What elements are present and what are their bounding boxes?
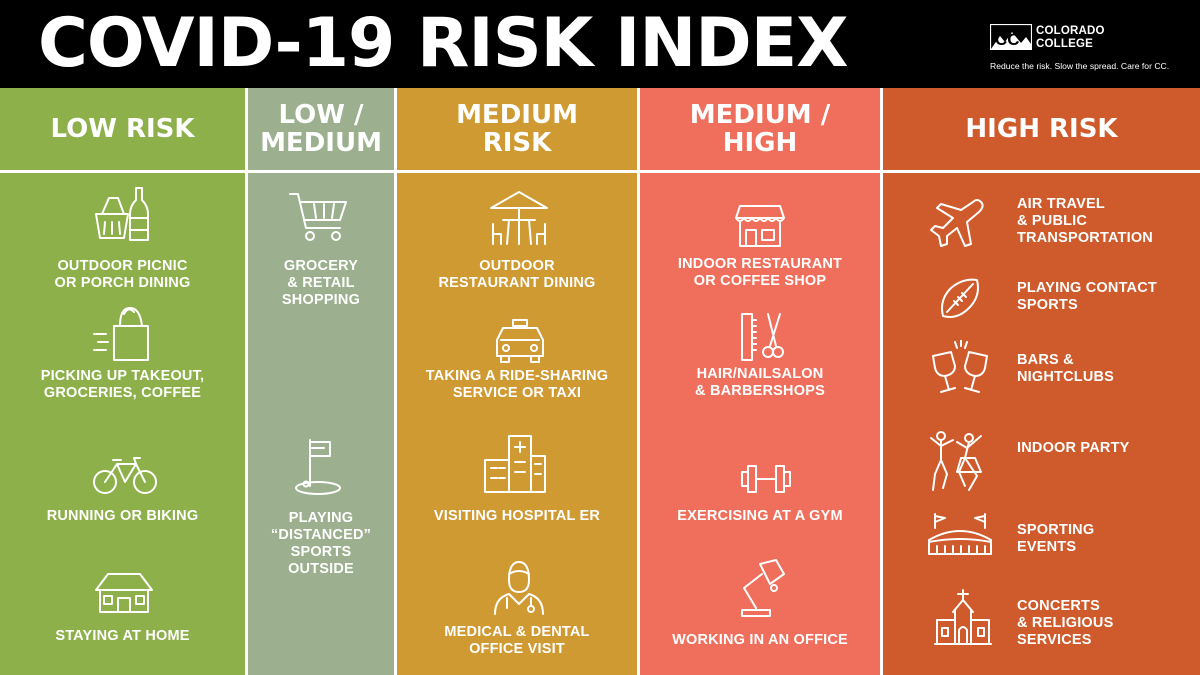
activity-item: PICKING UP TAKEOUT, GROCERIES, COFFEE [0, 302, 245, 402]
colorado-college-logo: CC [990, 24, 1032, 50]
comb-scissors-icon [738, 312, 786, 364]
house-icon [92, 572, 156, 614]
doctor-icon [491, 558, 547, 616]
dumbbell-icon [740, 462, 792, 496]
activity-label: TAKING A RIDE-SHARING SERVICE OR TAXI [425, 368, 609, 401]
svg-text:CC: CC [995, 30, 1020, 49]
taxi-icon [493, 318, 547, 364]
activity-item: WORKING IN AN OFFICE [640, 558, 880, 648]
activity-item: BARS & NIGHTCLUBS [883, 340, 1200, 400]
activity-label: OUTDOOR PICNIC OR PORCH DINING [54, 258, 191, 291]
activity-item: VISITING HOSPITAL ER [397, 434, 637, 524]
shopping-cart-icon [288, 192, 350, 242]
activity-item: SPORTING EVENTS [883, 512, 1200, 572]
patio-umbrella-table-icon [487, 188, 551, 246]
activity-item: STAYING AT HOME [0, 572, 245, 652]
activity-label: EXERCISING AT A GYM [677, 508, 843, 524]
activity-item: RUNNING OR BIKING [0, 456, 245, 528]
column-high-risk: HIGH RISK AIR TRAVEL & PUBLIC TRANSPORTA… [883, 88, 1200, 675]
activity-item: OUTDOOR RESTAURANT DINING [397, 188, 637, 298]
activity-item: PLAYING “DISTANCED” SPORTS OUTSIDE [248, 438, 394, 588]
column-separator [245, 88, 248, 675]
airplane-icon [929, 198, 987, 248]
football-icon [937, 276, 981, 322]
heading-divider [640, 170, 880, 173]
bicycle-icon [92, 456, 158, 496]
grocery-bag-icon [92, 304, 152, 362]
activity-label: INDOOR RESTAURANT OR COFFEE SHOP [677, 256, 843, 289]
hospital-icon [483, 434, 547, 494]
activity-label: CONCERTS & RELIGIOUS SERVICES [1017, 598, 1114, 648]
column-heading: MEDIUM RISK [456, 100, 578, 158]
heading-divider [397, 170, 637, 173]
column-separator [637, 88, 640, 675]
activity-label: PICKING UP TAKEOUT, GROCERIES, COFFEE [40, 368, 205, 401]
column-heading: LOW RISK [50, 114, 195, 144]
activity-label: PLAYING “DISTANCED” SPORTS OUTSIDE [270, 510, 372, 577]
activity-label: HAIR/NAILSALON & BARBERSHOPS [695, 366, 825, 399]
activity-label: SPORTING EVENTS [1017, 522, 1095, 555]
activity-label: STAYING AT HOME [55, 628, 190, 644]
column-low-medium-risk: LOW / MEDIUM GROCERY & RETAIL SHOPPING [248, 88, 394, 675]
page-title: COVID-19 RISK INDEX [38, 4, 849, 83]
header-bar: COVID-19 RISK INDEX CC COLORADO COLLEGE … [0, 0, 1200, 88]
activity-label: BARS & NIGHTCLUBS [1017, 352, 1115, 385]
activity-label: INDOOR PARTY [1017, 440, 1130, 456]
activity-item: INDOOR PARTY [883, 428, 1200, 494]
activity-label: MEDICAL & DENTAL OFFICE VISIT [444, 624, 590, 657]
heading-divider [0, 170, 245, 173]
activity-item: OUTDOOR PICNIC OR PORCH DINING [0, 184, 245, 294]
column-separator [394, 88, 397, 675]
column-separator [880, 88, 883, 675]
activity-item: PLAYING CONTACT SPORTS [883, 276, 1200, 326]
activity-item: CONCERTS & RELIGIOUS SERVICES [883, 588, 1200, 654]
activity-item: INDOOR RESTAURANT OR COFFEE SHOP [640, 204, 880, 294]
activity-item: MEDICAL & DENTAL OFFICE VISIT [397, 558, 637, 668]
desk-lamp-icon [736, 558, 788, 618]
activity-item: GROCERY & RETAIL SHOPPING [248, 192, 394, 322]
activity-label: WORKING IN AN OFFICE [672, 632, 848, 648]
activity-label: RUNNING OR BIKING [46, 508, 199, 524]
heading-divider [883, 170, 1200, 173]
activity-label: GROCERY & RETAIL SHOPPING [281, 258, 361, 308]
activity-item: TAKING A RIDE-SHARING SERVICE OR TAXI [397, 318, 637, 408]
brand-block: CC COLORADO COLLEGE Reduce the risk. Slo… [990, 24, 1190, 80]
activity-item: EXERCISING AT A GYM [640, 462, 880, 532]
cheers-glasses-icon [929, 340, 991, 394]
activity-label: AIR TRAVEL & PUBLIC TRANSPORTATION [1017, 196, 1153, 246]
heading-divider [248, 170, 394, 173]
activity-item: HAIR/NAILSALON & BARBERSHOPS [640, 312, 880, 404]
activity-label: PLAYING CONTACT SPORTS [1017, 280, 1157, 313]
stadium-icon [927, 512, 993, 558]
activity-label: VISITING HOSPITAL ER [433, 508, 601, 524]
column-medium-risk: MEDIUM RISK OUTDOOR RESTAURANT DINING [397, 88, 637, 675]
storefront-icon [734, 204, 786, 248]
column-low-risk: LOW RISK OUTDOOR PICNIC OR PORCH DINING [0, 88, 245, 675]
activity-item: AIR TRAVEL & PUBLIC TRANSPORTATION [883, 194, 1200, 258]
column-medium-high-risk: MEDIUM / HIGH INDOOR RESTAURANT OR COFFE… [640, 88, 880, 675]
picnic-basket-wine-icon [92, 184, 154, 244]
column-heading: LOW / MEDIUM [260, 100, 382, 158]
activity-label: OUTDOOR RESTAURANT DINING [438, 258, 596, 291]
church-icon [933, 588, 993, 648]
golf-flag-icon [290, 438, 346, 496]
column-heading: HIGH RISK [965, 114, 1118, 144]
brand-tagline: Reduce the risk. Slow the spread. Care f… [990, 61, 1170, 71]
brand-name: COLORADO COLLEGE [1036, 25, 1105, 50]
dancing-people-icon [929, 428, 989, 492]
column-heading: MEDIUM / HIGH [689, 100, 831, 158]
